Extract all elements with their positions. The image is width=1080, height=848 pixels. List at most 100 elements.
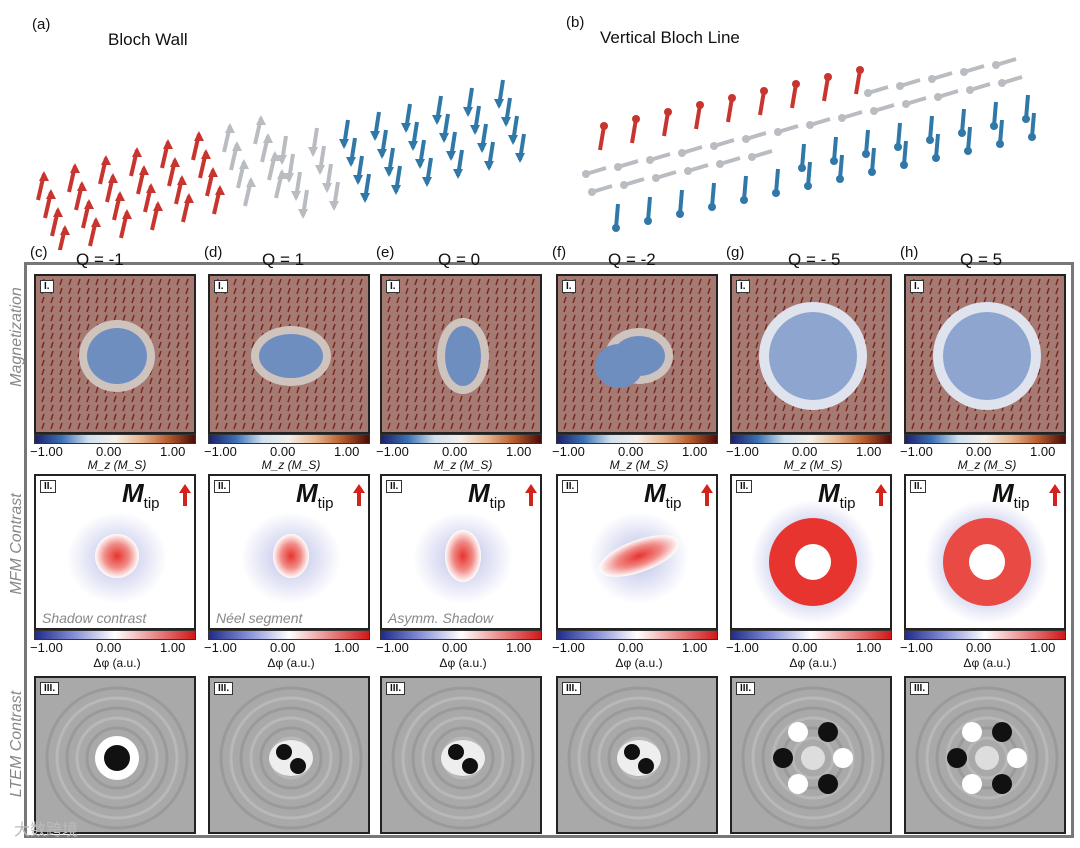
row-numeral: III. — [214, 682, 234, 695]
mfm-colorbar — [380, 630, 542, 640]
mtip-symbol: M — [296, 478, 318, 508]
colorbar-max: 1.00 — [682, 444, 708, 459]
mfm-map: II. Mtip — [904, 474, 1066, 630]
mtip-subscript: tip — [317, 495, 334, 513]
mtip-label: Mtip — [468, 478, 506, 512]
bloch-line-title: Vertical Bloch Line — [600, 28, 740, 47]
row-numeral: II. — [736, 480, 753, 493]
colorbar-max: 1.00 — [1030, 640, 1056, 655]
row-numeral: II. — [562, 480, 579, 493]
colorbar-max: 1.00 — [856, 444, 882, 459]
magnetization-unit: M_z (M_S) — [261, 458, 321, 472]
colorbar-min: −1.00 — [376, 444, 409, 459]
colorbar-mid: 0.00 — [96, 640, 122, 655]
mfm-unit: Δφ (a.u.) — [963, 656, 1011, 670]
mfm-colorbar — [34, 630, 196, 640]
mtip-subscript: tip — [1013, 495, 1030, 513]
mtip-label: Mtip — [296, 478, 334, 512]
mtip-label: Mtip — [122, 478, 160, 512]
magnetization-colorbar — [904, 434, 1066, 444]
magnetization-map: I. — [380, 274, 542, 434]
tip-up-arrow-icon — [525, 484, 537, 506]
colorbar-max: 1.00 — [160, 640, 186, 655]
colorbar-max: 1.00 — [506, 444, 532, 459]
mfm-unit: Δφ (a.u.) — [615, 656, 663, 670]
colorbar-max: 1.00 — [1030, 444, 1056, 459]
row-numeral: III. — [562, 682, 582, 695]
colorbar-mid: 0.00 — [966, 640, 992, 655]
mfm-colorbar — [730, 630, 892, 640]
row-label-ltem: LTEM Contrast — [8, 690, 25, 798]
colorbar-max: 1.00 — [160, 444, 186, 459]
ltem-map: III. — [730, 676, 892, 834]
column-label: (c) — [30, 244, 48, 261]
colorbar-min: −1.00 — [376, 640, 409, 655]
colorbar-min: −1.00 — [30, 444, 63, 459]
magnetization-colorbar — [556, 434, 718, 444]
mtip-subscript: tip — [839, 495, 856, 513]
row-numeral: II. — [910, 480, 927, 493]
topological-charge: Q = -1 — [76, 250, 124, 269]
panel-label-b: (b) — [566, 14, 585, 31]
mtip-symbol: M — [992, 478, 1014, 508]
ltem-map: III. — [380, 676, 542, 834]
mfm-unit: Δφ (a.u.) — [93, 656, 141, 670]
annotation-shadow: Shadow contrast — [42, 610, 147, 626]
tip-up-arrow-icon — [875, 484, 887, 506]
watermark: 大数跨境 — [14, 822, 79, 839]
colorbar-min: −1.00 — [726, 444, 759, 459]
mfm-map: II. Mtip — [556, 474, 718, 630]
mfm-map: II. Mtip — [730, 474, 892, 630]
ltem-map: III. — [34, 676, 196, 834]
colorbar-mid: 0.00 — [442, 444, 468, 459]
colorbar-min: −1.00 — [900, 444, 933, 459]
magnetization-colorbar — [208, 434, 370, 444]
tip-up-arrow-icon — [1049, 484, 1061, 506]
mtip-label: Mtip — [818, 478, 856, 512]
mfm-map: II. Mtip Néel segment — [208, 474, 370, 630]
row-numeral: I. — [562, 280, 576, 293]
row-numeral: III. — [736, 682, 756, 695]
mtip-subscript: tip — [489, 495, 506, 513]
row-numeral: I. — [386, 280, 400, 293]
column-label: (f) — [552, 244, 567, 261]
mfm-colorbar — [556, 630, 718, 640]
colorbar-max: 1.00 — [856, 640, 882, 655]
colorbar-max: 1.00 — [334, 640, 360, 655]
mfm-unit: Δφ (a.u.) — [789, 656, 837, 670]
figure-grid — [24, 262, 1074, 838]
column-label: (e) — [376, 244, 395, 261]
row-numeral: I. — [736, 280, 750, 293]
mtip-symbol: M — [122, 478, 144, 508]
colorbar-min: −1.00 — [204, 444, 237, 459]
row-numeral: III. — [386, 682, 406, 695]
topological-charge: Q = -2 — [608, 250, 656, 269]
colorbar-mid: 0.00 — [270, 640, 296, 655]
colorbar-mid: 0.00 — [792, 640, 818, 655]
colorbar-min: −1.00 — [30, 640, 63, 655]
tip-up-arrow-icon — [179, 484, 191, 506]
colorbar-mid: 0.00 — [618, 444, 644, 459]
colorbar-mid: 0.00 — [270, 444, 296, 459]
magnetization-unit: M_z (M_S) — [87, 458, 147, 472]
magnetization-colorbar — [730, 434, 892, 444]
row-numeral: II. — [386, 480, 403, 493]
colorbar-max: 1.00 — [506, 640, 532, 655]
magnetization-map: I. — [556, 274, 718, 434]
colorbar-mid: 0.00 — [96, 444, 122, 459]
mtip-symbol: M — [468, 478, 490, 508]
colorbar-mid: 0.00 — [442, 640, 468, 655]
colorbar-min: −1.00 — [552, 640, 585, 655]
colorbar-mid: 0.00 — [618, 640, 644, 655]
mfm-colorbar — [208, 630, 370, 640]
ltem-map: III. — [556, 676, 718, 834]
colorbar-min: −1.00 — [900, 640, 933, 655]
bloch-line-illustration — [582, 57, 1036, 232]
column-label: (d) — [204, 244, 223, 261]
mtip-subscript: tip — [143, 495, 160, 513]
row-label-magnetization: Magnetization — [8, 287, 25, 387]
topological-charge: Q = 0 — [438, 250, 481, 269]
magnetization-unit: M_z (M_S) — [957, 458, 1017, 472]
mtip-symbol: M — [818, 478, 840, 508]
colorbar-max: 1.00 — [682, 640, 708, 655]
